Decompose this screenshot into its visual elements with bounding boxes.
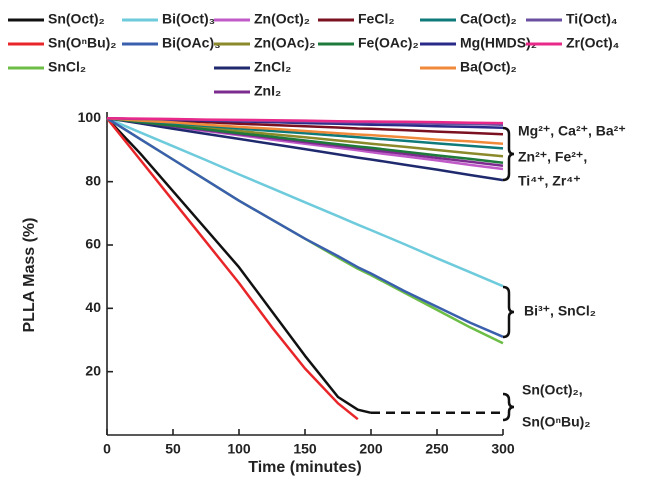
series-line bbox=[106, 117, 359, 421]
annotation: Sn(OⁿBu)₂ bbox=[522, 414, 591, 430]
legend-label: SnCl₂ bbox=[48, 59, 86, 75]
x-tick-label: 150 bbox=[293, 441, 317, 457]
x-tick-label: 300 bbox=[491, 441, 515, 457]
annotation: Bi³⁺, SnCl₂ bbox=[524, 303, 596, 319]
legend-label: Ti(Oct)₄ bbox=[566, 11, 618, 27]
series-line bbox=[106, 117, 504, 164]
series-line bbox=[106, 117, 504, 125]
bracket bbox=[502, 285, 515, 339]
y-tick-label: 40 bbox=[85, 299, 101, 315]
series-line bbox=[106, 117, 504, 338]
legend-label: Fe(OAc)₂ bbox=[358, 35, 419, 51]
legend-label: Zn(OAc)₂ bbox=[254, 35, 315, 51]
legend-label: Sn(Oct)₂ bbox=[48, 11, 105, 27]
x-tick-label: 0 bbox=[103, 441, 111, 457]
y-tick-label: 80 bbox=[85, 172, 101, 188]
y-axis-title: PLLA Mass (%) bbox=[21, 218, 38, 333]
annotation: Ti⁴⁺, Zr⁴⁺ bbox=[518, 173, 581, 189]
x-tick-label: 250 bbox=[425, 441, 449, 457]
legend-label: ZnCl₂ bbox=[254, 59, 291, 75]
legend-label: Ba(Oct)₂ bbox=[460, 59, 517, 75]
series-line bbox=[106, 117, 504, 288]
legend-label: Bi(Oct)₃ bbox=[162, 11, 215, 27]
y-tick-label: 60 bbox=[85, 236, 101, 252]
y-tick-label: 20 bbox=[85, 362, 101, 378]
annotation: Zn²⁺, Fe²⁺, bbox=[518, 149, 587, 165]
legend-label: Zn(Oct)₂ bbox=[254, 11, 310, 27]
legend-label: ZnI₂ bbox=[254, 83, 281, 99]
bracket bbox=[502, 126, 515, 182]
x-axis-title: Time (minutes) bbox=[248, 459, 362, 476]
annotation: Sn(Oct)₂, bbox=[522, 382, 583, 398]
annotation: Mg²⁺, Ca²⁺, Ba²⁺ bbox=[518, 123, 626, 139]
legend-label: Mg(HMDS)₂ bbox=[460, 35, 537, 51]
x-tick-label: 50 bbox=[165, 441, 181, 457]
y-tick-label: 100 bbox=[78, 109, 102, 125]
series-line bbox=[106, 117, 372, 415]
x-tick-label: 100 bbox=[227, 441, 251, 457]
x-tick-label: 200 bbox=[359, 441, 383, 457]
legend-label: FeCl₂ bbox=[358, 11, 395, 27]
series-line bbox=[106, 117, 504, 145]
bracket bbox=[502, 392, 515, 422]
legend-label: Zr(Oct)₄ bbox=[566, 35, 619, 51]
series-line bbox=[106, 117, 504, 182]
legend-label: Sn(OⁿBu)₂ bbox=[48, 35, 117, 51]
legend-label: Bi(OAc)₃ bbox=[162, 35, 221, 51]
legend-label: Ca(Oct)₂ bbox=[460, 11, 517, 27]
